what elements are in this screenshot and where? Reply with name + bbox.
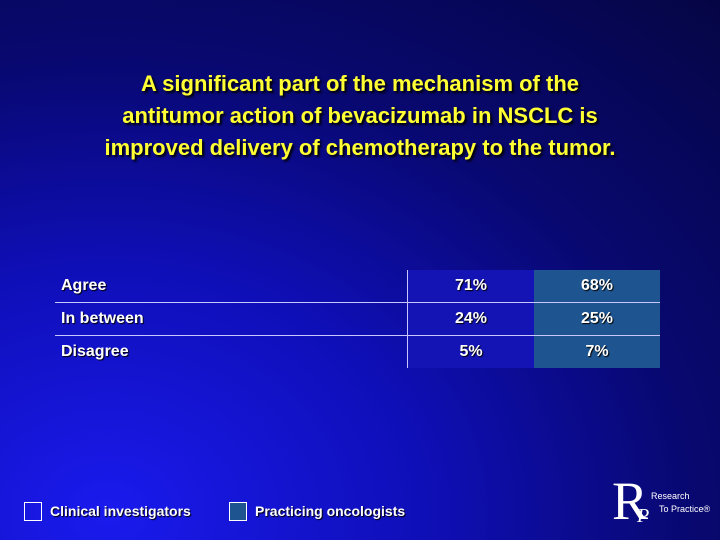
row-label: Disagree [61, 343, 129, 360]
logo-text: Research [651, 491, 690, 501]
cell-value: 25% [534, 302, 660, 336]
table-row: In between 24% 25% [55, 302, 660, 336]
logo-letter: P [637, 505, 650, 527]
table-row: Disagree 5% 7% [55, 335, 660, 368]
legend-item: Clinical investigators [24, 501, 191, 521]
row-label: In between [55, 302, 408, 336]
title-line: improved delivery of chemotherapy to the… [104, 135, 616, 160]
cell-value: 7% [534, 335, 660, 368]
slide-title: A significant part of the mechanism of t… [20, 68, 700, 164]
title-line: A significant part of the mechanism of t… [140, 71, 579, 96]
row-label: Agree [55, 270, 408, 303]
table-row: Agree 71% 68% [55, 270, 660, 303]
logo-letter: R [612, 471, 649, 531]
results-table: Agree 71% 68% In between 24% 25% Disagree 5% 7% [55, 270, 660, 368]
cell-value: 68% [534, 270, 660, 303]
title-line: antitumor action of bevacizumab in NSCLC… [122, 103, 598, 128]
legend-label: Practicing oncologists [255, 503, 406, 519]
legend-swatch [24, 501, 42, 521]
legend-label: Clinical investigators [50, 503, 191, 519]
cell-value: 71% [407, 270, 534, 303]
cell-value: 5% [407, 335, 534, 368]
cell-value: 24% [407, 302, 534, 336]
legend-swatch [229, 501, 247, 521]
logo-text: To Practice® [659, 504, 711, 514]
legend-item: Practicing oncologists [229, 501, 405, 521]
